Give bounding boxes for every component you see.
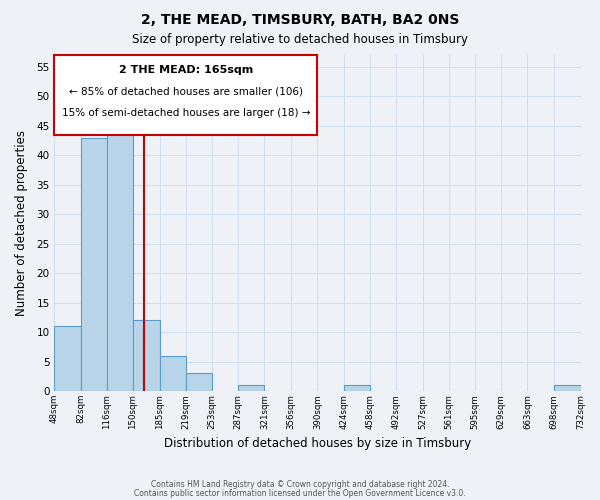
Bar [55,326,80,391]
Text: Contains HM Land Registry data © Crown copyright and database right 2024.: Contains HM Land Registry data © Crown c… [151,480,449,489]
X-axis label: Distribution of detached houses by size in Timsbury: Distribution of detached houses by size … [164,437,471,450]
Text: 15% of semi-detached houses are larger (18) →: 15% of semi-detached houses are larger (… [62,108,310,118]
Bar [238,385,265,391]
Bar [133,320,160,391]
Text: 2, THE MEAD, TIMSBURY, BATH, BA2 0NS: 2, THE MEAD, TIMSBURY, BATH, BA2 0NS [141,12,459,26]
FancyBboxPatch shape [55,55,317,134]
Bar [554,385,581,391]
Bar [186,374,212,391]
Text: Size of property relative to detached houses in Timsbury: Size of property relative to detached ho… [132,32,468,46]
Bar [160,356,186,391]
Bar [107,126,133,391]
Text: 2 THE MEAD: 165sqm: 2 THE MEAD: 165sqm [119,64,253,74]
Bar [80,138,107,391]
Y-axis label: Number of detached properties: Number of detached properties [15,130,28,316]
Bar [344,385,370,391]
Text: Contains public sector information licensed under the Open Government Licence v3: Contains public sector information licen… [134,489,466,498]
Text: ← 85% of detached houses are smaller (106): ← 85% of detached houses are smaller (10… [69,86,303,97]
